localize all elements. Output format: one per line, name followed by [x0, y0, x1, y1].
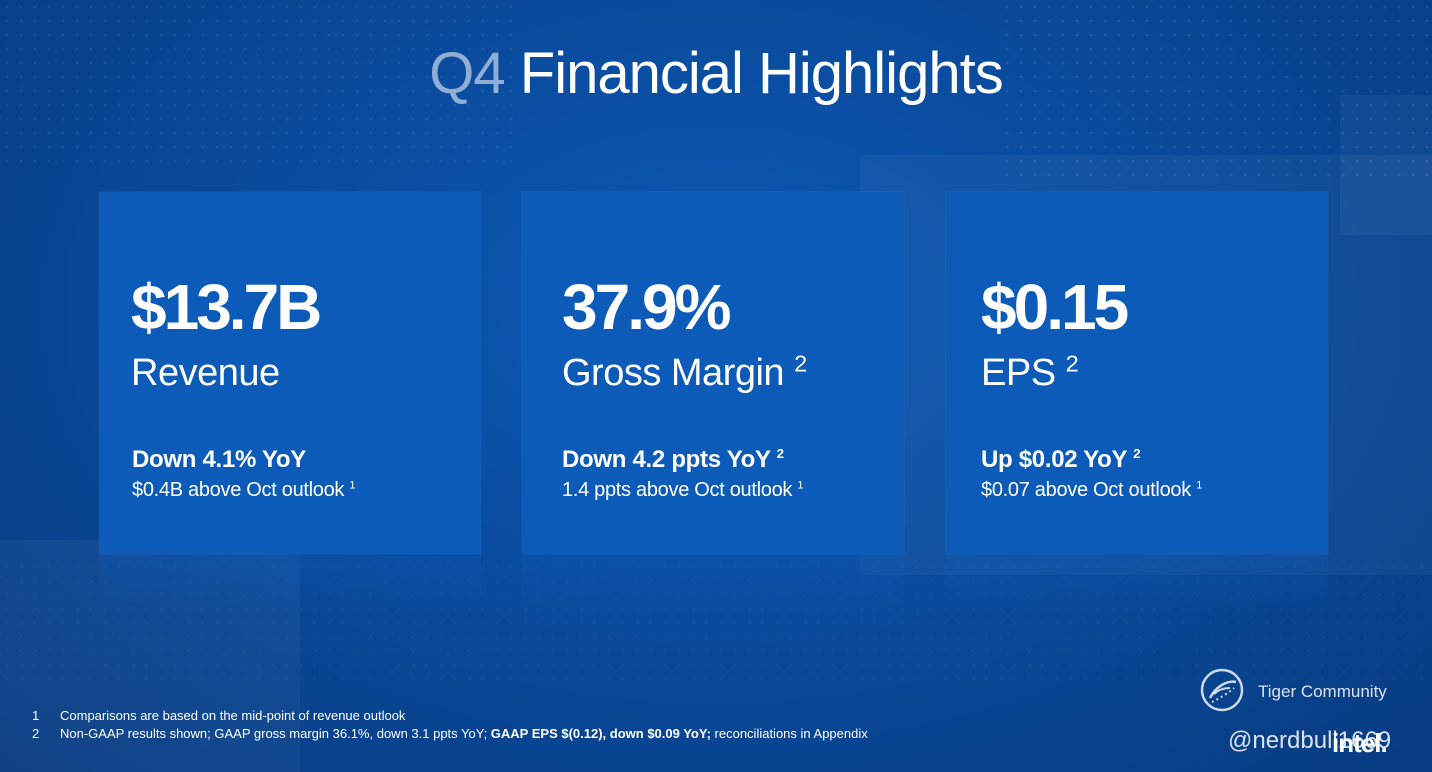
tiger-community-label: Tiger Community: [1258, 682, 1387, 701]
footnote-marker: 2: [794, 350, 807, 377]
highlight-card-eps: $0.15 EPS 2 Up $0.02 YoY 2 $0.07 above O…: [946, 192, 1328, 614]
watermark-handle: @nerdbull1669: [1228, 727, 1392, 754]
tiger-community-logo-icon: [1200, 668, 1244, 712]
card-metric: $0.15: [981, 271, 1129, 343]
background-tile: [1340, 95, 1432, 235]
card-reflection: [946, 554, 1328, 614]
card-change: Up $0.02 YoY 2: [981, 446, 1141, 474]
slide-title-text: Financial Highlights: [504, 41, 1004, 106]
card-metric: $13.7B: [131, 271, 322, 343]
footnote-text: Comparisons are based on the mid-point o…: [60, 708, 406, 723]
footnote-text: Non-GAAP results shown; GAAP gross margi…: [60, 726, 868, 741]
card-label: Gross Margin 2: [562, 352, 807, 395]
footnote-2: 2 Non-GAAP results shown; GAAP gross marg…: [32, 725, 868, 743]
footnote-marker: 1: [1196, 479, 1203, 492]
footnote-marker: 1: [797, 479, 804, 492]
footnote-text-part: Non-GAAP results shown; GAAP gross margi…: [60, 726, 491, 741]
highlight-card-revenue: $13.7B Revenue Down 4.1% YoY $0.4B above…: [99, 192, 481, 614]
footnote-text-bold: GAAP EPS $(0.12), down $0.09 YoY;: [490, 726, 711, 741]
card-label: Revenue: [131, 352, 280, 395]
card-metric: 37.9%: [562, 271, 731, 343]
card-outlook-text: $0.4B above Oct outlook: [132, 479, 345, 501]
footnote-number: 2: [32, 726, 40, 741]
card-label-text: EPS: [981, 352, 1056, 394]
card-outlook: 1.4 ppts above Oct outlook 1: [562, 479, 804, 502]
footnote-marker: 2: [1133, 446, 1141, 461]
footnote-number: 1: [32, 708, 40, 723]
card-change-text: Up $0.02 YoY: [981, 446, 1127, 473]
footnote-1: 1 Comparisons are based on the mid-point …: [32, 707, 868, 725]
card-label-text: Revenue: [131, 352, 280, 394]
tiger-community-watermark: Tiger Community: [1200, 668, 1410, 718]
highlight-card-gross-margin: 37.9% Gross Margin 2 Down 4.2 ppts YoY 2…: [522, 192, 904, 614]
slide-title-quarter: Q4: [429, 41, 505, 106]
card-change-text: Down 4.2 ppts YoY: [562, 446, 771, 473]
card-reflection: [522, 554, 904, 614]
footnote-marker: 2: [1065, 350, 1079, 377]
footnotes: 1 Comparisons are based on the mid-point …: [32, 707, 868, 743]
card-outlook-text: 1.4 ppts above Oct outlook: [562, 479, 793, 501]
background-dot-pattern: [0, 560, 1432, 680]
intel-logo: intel.: [1332, 728, 1388, 758]
card-change: Down 4.2 ppts YoY 2: [562, 446, 784, 474]
slide-title: Q4 Financial Highlights: [0, 40, 1432, 107]
card-change: Down 4.1% YoY: [132, 446, 306, 474]
card-outlook: $0.07 above Oct outlook 1: [981, 479, 1202, 502]
background-dot-pattern: [1000, 0, 1432, 180]
background-dot-pattern: [0, 0, 520, 170]
card-outlook-text: $0.07 above Oct outlook: [981, 479, 1191, 501]
card-reflection: [99, 554, 481, 614]
card-outlook: $0.4B above Oct outlook 1: [132, 479, 356, 502]
footnote-marker: 2: [776, 446, 784, 461]
card-label: EPS 2: [981, 350, 1079, 395]
card-label-text: Gross Margin: [562, 352, 785, 394]
background-tile: [0, 540, 300, 772]
footnote-text-part: reconciliations in Appendix: [710, 726, 868, 741]
footnote-marker: 1: [349, 479, 356, 492]
card-change-text: Down 4.1% YoY: [132, 446, 306, 473]
